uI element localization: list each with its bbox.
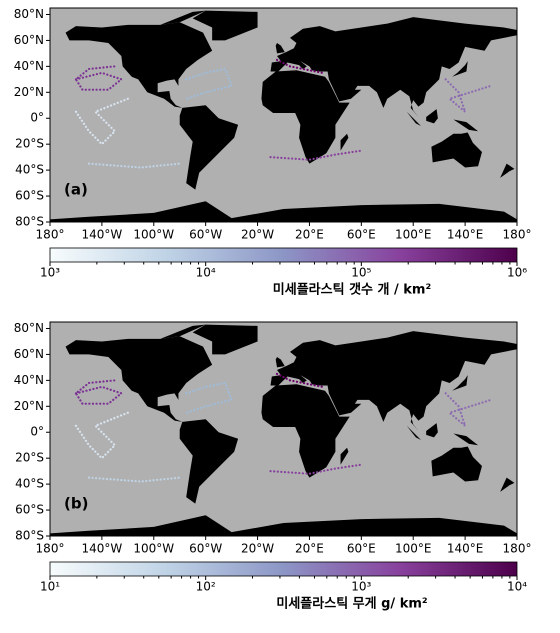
- panel-label: (a): [64, 181, 88, 199]
- lon-tick-label: 60°E: [347, 542, 376, 556]
- lat-tick-label: 80°S: [15, 215, 44, 229]
- colorbar-tick-label: 10³: [351, 580, 371, 594]
- lon-tick-label: 140°E: [447, 542, 484, 556]
- colorbar-tick-label: 10¹: [40, 580, 60, 594]
- lat-tick-label: 20°N: [14, 85, 44, 99]
- colorbar: [49, 561, 518, 577]
- colorbar-title: 미세플라스틱 무게 g/ km²: [276, 596, 427, 612]
- lon-tick-label: 100°W: [133, 542, 174, 556]
- lon-tick-label: 140°W: [81, 228, 122, 242]
- colorbar: [49, 247, 518, 263]
- lat-tick-label: 60°N: [14, 33, 44, 47]
- lat-tick-label: 40°N: [14, 59, 44, 73]
- lon-tick-label: 20°W: [241, 228, 274, 242]
- lat-tick-label: 40°N: [14, 373, 44, 387]
- map-frame: [49, 321, 518, 537]
- lon-tick-label: 20°E: [295, 542, 324, 556]
- lon-tick-label: 20°W: [241, 542, 274, 556]
- lon-tick-label: 60°E: [347, 228, 376, 242]
- colorbar-tick-label: 10⁴: [196, 266, 216, 280]
- lon-tick-label: 60°W: [189, 542, 222, 556]
- lat-tick-label: 80°S: [15, 529, 44, 543]
- colorbar-tick-label: 10²: [196, 580, 216, 594]
- lon-tick-label: 100°W: [133, 228, 174, 242]
- panel-label: (b): [64, 495, 88, 513]
- lat-tick-label: 20°S: [15, 137, 44, 151]
- lon-tick-label: 180°: [36, 542, 65, 556]
- lon-tick-label: 180°: [503, 542, 532, 556]
- lon-tick-label: 180°: [36, 228, 65, 242]
- lon-tick-label: 140°E: [447, 228, 484, 242]
- lon-tick-label: 180°: [503, 228, 532, 242]
- lat-tick-label: 60°S: [15, 189, 44, 203]
- colorbar-tick-label: 10⁵: [351, 266, 371, 280]
- lat-tick-label: 60°S: [15, 503, 44, 517]
- lat-tick-label: 80°N: [14, 7, 44, 21]
- lon-tick-label: 100°E: [395, 228, 432, 242]
- lon-tick-label: 20°E: [295, 228, 324, 242]
- lat-tick-label: 40°S: [15, 163, 44, 177]
- lat-tick-label: 60°N: [14, 347, 44, 361]
- colorbar-title: 미세플라스틱 갯수 개 / km²: [273, 282, 431, 298]
- lat-tick-label: 0°: [30, 425, 44, 439]
- colorbar-tick-label: 10⁶: [507, 266, 527, 280]
- lon-tick-label: 60°W: [189, 228, 222, 242]
- lon-tick-label: 140°W: [81, 542, 122, 556]
- lat-tick-label: 20°N: [14, 399, 44, 413]
- colorbar-tick-label: 10⁴: [507, 580, 527, 594]
- lat-tick-label: 40°S: [15, 477, 44, 491]
- lat-tick-label: 20°S: [15, 451, 44, 465]
- lat-tick-label: 80°N: [14, 321, 44, 335]
- lon-tick-label: 100°E: [395, 542, 432, 556]
- colorbar-tick-label: 10³: [40, 266, 60, 280]
- lat-tick-label: 0°: [30, 111, 44, 125]
- map-frame: [49, 7, 518, 223]
